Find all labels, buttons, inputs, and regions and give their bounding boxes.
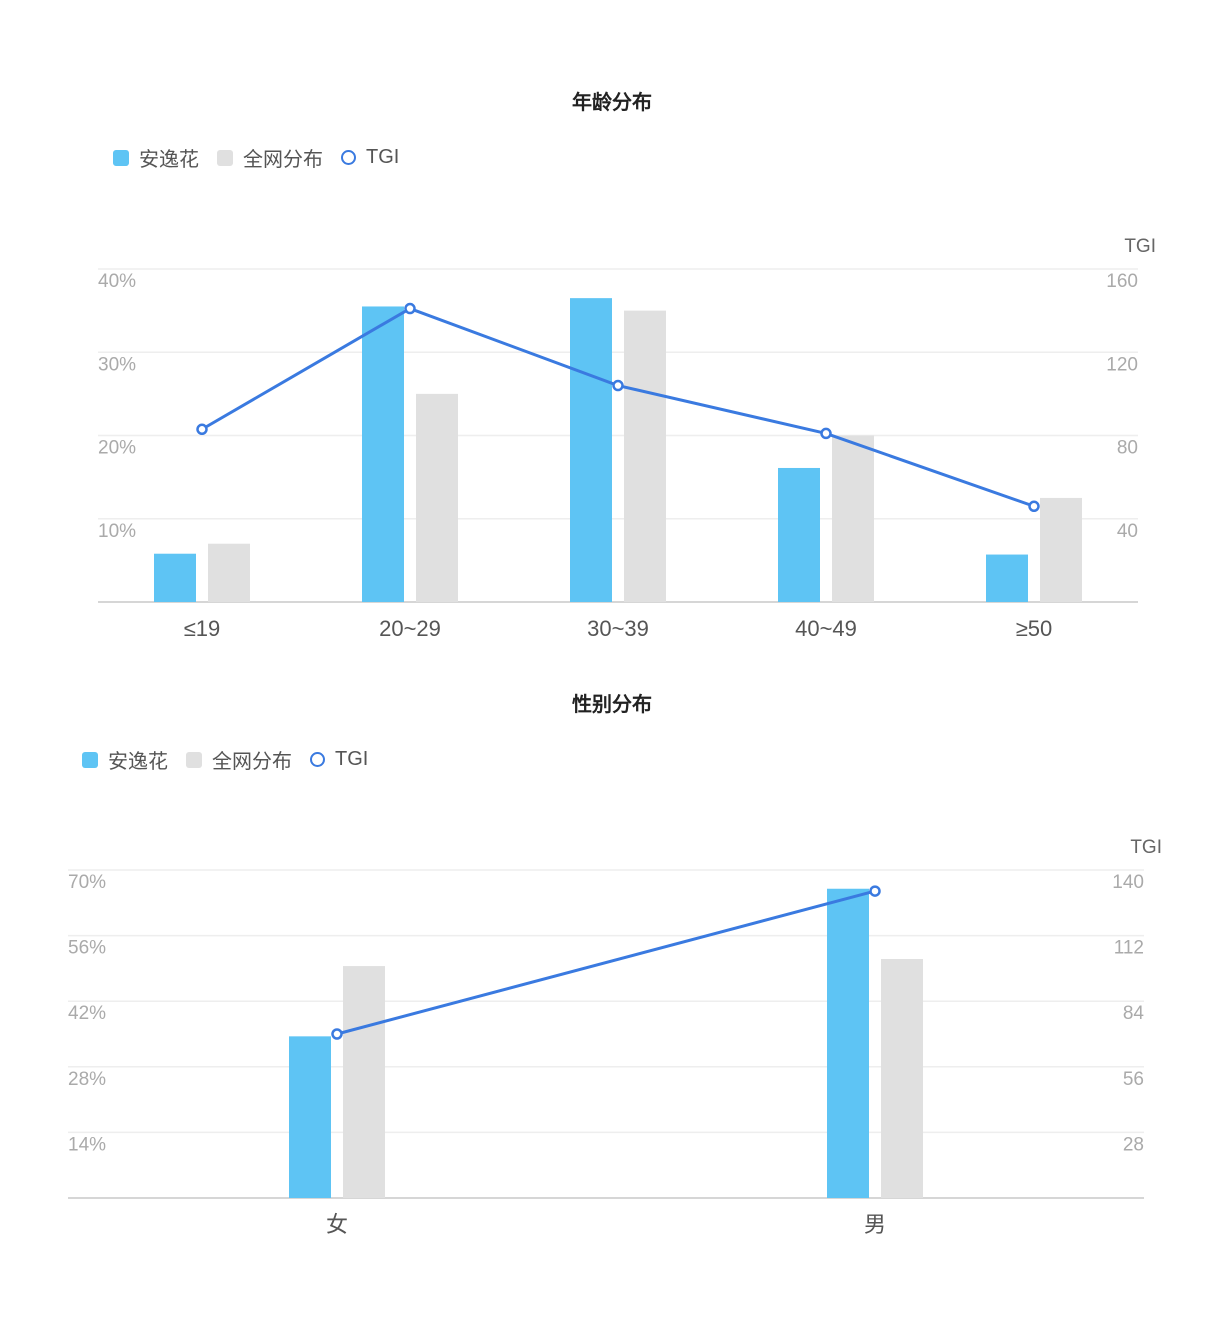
legend-label: 安逸花 [108, 751, 168, 773]
bar-benchmark [881, 959, 923, 1198]
tgi-point [820, 427, 832, 440]
x-category-label: 30~39 [587, 616, 649, 641]
tgi-point [1028, 500, 1040, 513]
legend: 安逸花 全网分布 TGI [82, 745, 386, 774]
y-right-tick-label: 80 [1117, 438, 1138, 459]
legend-item-series-1[interactable]: 安逸花 [113, 143, 199, 172]
age-plot-area: 40% 30% 20% 10% 160 120 80 40 TGI ≤19 20~29 30~39 40… [98, 236, 1156, 641]
bar-benchmark [624, 310, 666, 602]
y-left-tick-label: 30% [98, 354, 136, 375]
legend-label: 全网分布 [243, 149, 323, 171]
y-left-tick-label: 10% [98, 521, 136, 542]
legend-item-series-2[interactable]: 全网分布 [217, 143, 323, 172]
chart-title: 年龄分布 [572, 92, 652, 114]
chart-title: 性别分布 [572, 694, 652, 716]
tgi-line [201, 307, 1035, 508]
gender-distribution-chart: 性别分布 安逸花 全网分布 TGI 70% 56% 42% 28% 14% 140 112 8… [0, 660, 1224, 1320]
x-category-label: 男 [864, 1212, 886, 1237]
legend-circle-icon [341, 150, 356, 165]
bar-benchmark [1040, 497, 1082, 602]
bar-primary [778, 467, 820, 602]
legend: 安逸花 全网分布 TGI [113, 143, 417, 172]
bar-benchmark [416, 393, 458, 602]
y-right-axis-label: TGI [1130, 837, 1162, 858]
tgi-line [336, 889, 876, 1036]
tgi-point [612, 379, 624, 392]
y-right-tick-label: 112 [1114, 938, 1144, 959]
legend-item-tgi[interactable]: TGI [341, 146, 399, 169]
y-left-tick-label: 40% [98, 271, 136, 292]
x-category-label: 20~29 [379, 616, 441, 641]
y-left-tick-label: 42% [68, 1003, 106, 1024]
y-right-tick-label: 40 [1117, 521, 1138, 542]
y-left-tick-label: 14% [68, 1134, 106, 1155]
y-right-tick-label: 84 [1123, 1003, 1145, 1024]
tgi-point [404, 302, 416, 315]
legend-circle-icon [310, 752, 325, 767]
y-right-tick-label: 160 [1106, 271, 1138, 292]
y-left-tick-label: 70% [68, 872, 106, 893]
legend-swatch-icon [82, 751, 98, 768]
y-right-tick-label: 140 [1112, 872, 1144, 893]
y-right-axis-label: TGI [1124, 236, 1156, 257]
legend-label: TGI [335, 748, 369, 770]
tgi-point [196, 423, 208, 436]
y-right-tick-label: 28 [1123, 1134, 1144, 1155]
tgi-point [869, 885, 881, 897]
legend-item-series-2[interactable]: 全网分布 [186, 745, 292, 774]
bar-benchmark [832, 435, 874, 602]
legend-item-series-1[interactable]: 安逸花 [82, 745, 168, 774]
bar-primary [570, 298, 612, 602]
legend-item-tgi[interactable]: TGI [310, 748, 368, 771]
bar-primary [289, 1036, 331, 1198]
bar-primary [154, 553, 196, 602]
y-right-tick-label: 120 [1106, 354, 1138, 375]
legend-label: 安逸花 [139, 149, 199, 171]
age-distribution-chart: 年龄分布 安逸花 全网分布 TGI 40% 30% 20% 10% 160 120 80 40… [98, 92, 1156, 641]
x-category-label: ≥50 [1016, 616, 1053, 641]
legend-swatch-icon [113, 149, 129, 166]
x-category-label: 40~49 [795, 616, 857, 641]
bar-primary [362, 306, 404, 602]
y-left-tick-label: 56% [68, 938, 106, 959]
x-category-label: 女 [326, 1212, 348, 1237]
tgi-point [331, 1028, 343, 1040]
bar-benchmark [343, 966, 385, 1198]
y-left-tick-label: 20% [98, 438, 136, 459]
legend-label: TGI [366, 146, 400, 168]
legend-swatch-icon [186, 751, 202, 768]
y-right-tick-label: 56 [1123, 1069, 1144, 1090]
bar-benchmark [208, 543, 250, 602]
legend-swatch-icon [217, 149, 233, 166]
x-category-label: ≤19 [184, 616, 221, 641]
y-left-tick-label: 28% [68, 1069, 106, 1090]
bar-primary [827, 888, 869, 1198]
legend-label: 全网分布 [212, 751, 292, 773]
gender-plot-area: 70% 56% 42% 28% 14% 140 112 84 56 28 TGI 女 男 [68, 837, 1162, 1237]
bar-primary [986, 554, 1028, 602]
